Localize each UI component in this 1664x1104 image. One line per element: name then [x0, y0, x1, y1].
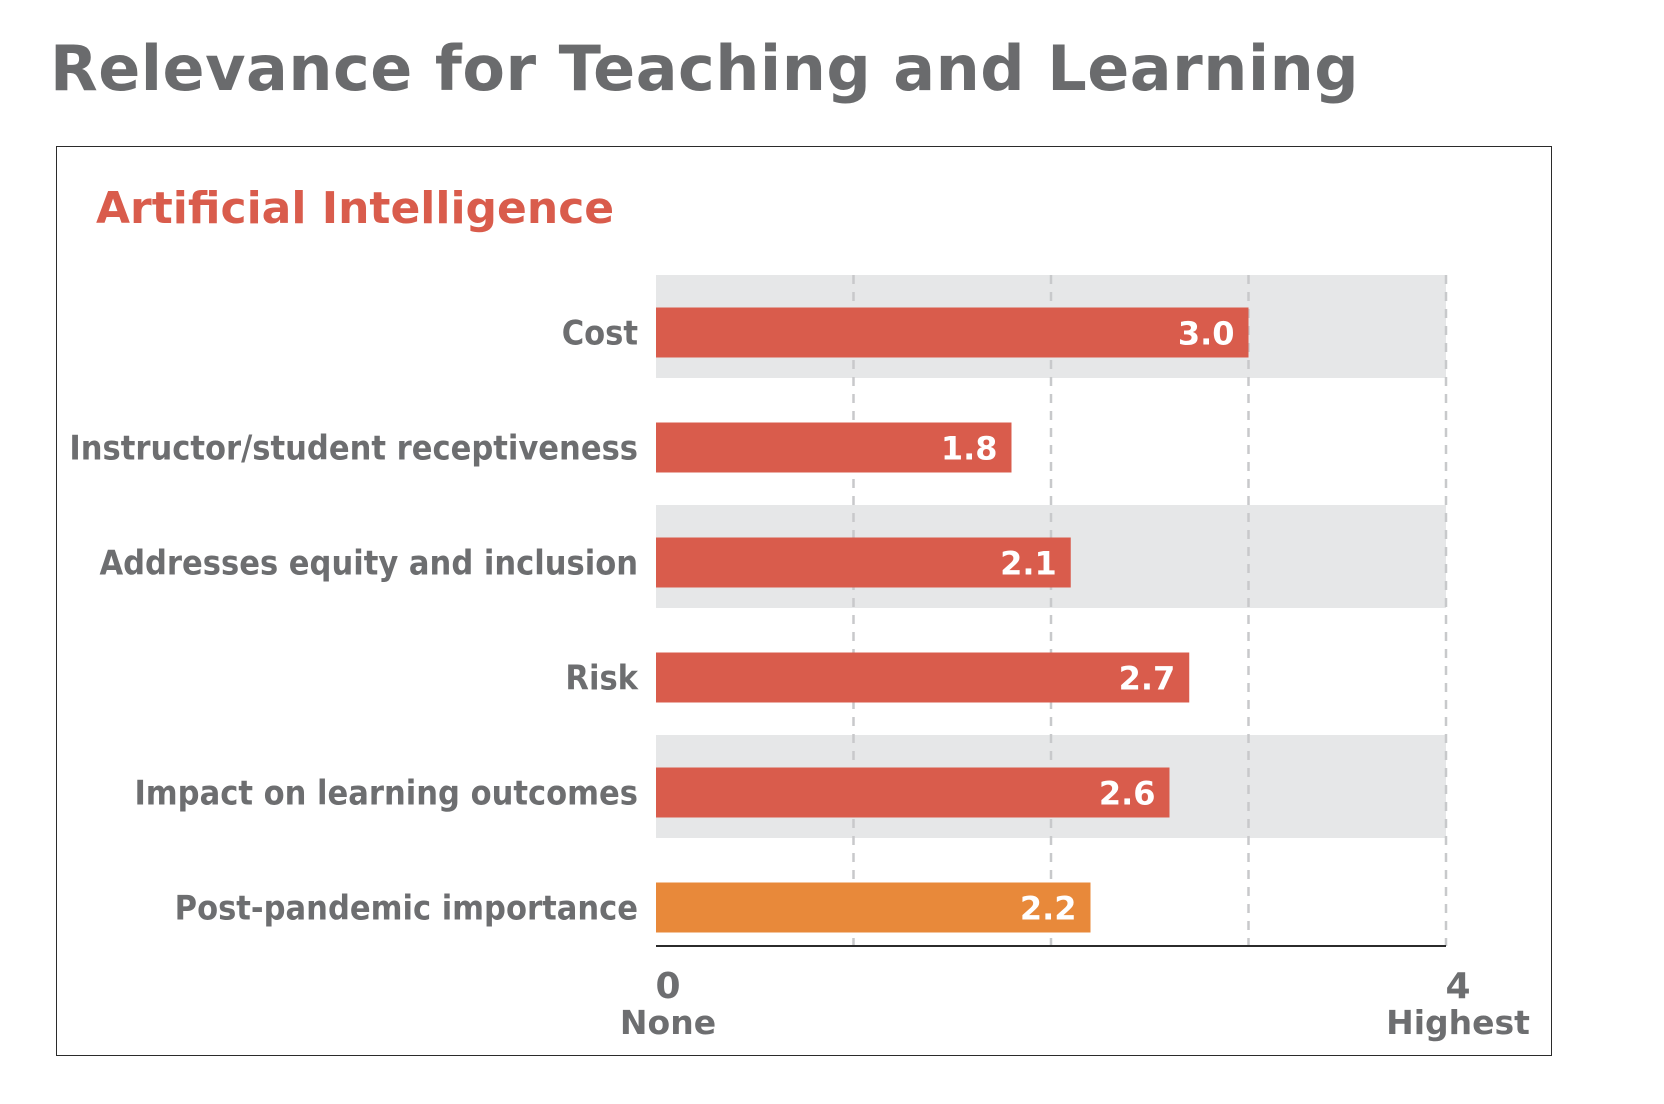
value-label: 2.2 — [1020, 890, 1077, 928]
bar — [656, 652, 1190, 703]
value-labels: 3.0 1.8 2.1 2.7 2.6 2.2 — [941, 315, 1235, 928]
category-label: Risk — [565, 659, 638, 699]
bar — [656, 537, 1071, 588]
tick-sublabel: Highest — [1386, 1003, 1530, 1042]
chart-frame — [56, 146, 1552, 1056]
tick-sublabel: None — [620, 1003, 716, 1042]
bar — [656, 767, 1170, 818]
value-label: 3.0 — [1178, 315, 1235, 353]
chart-title: Artificial Intelligence — [96, 183, 615, 234]
value-label: 2.7 — [1119, 660, 1176, 698]
category-label: Cost — [562, 314, 638, 354]
bar — [656, 882, 1091, 933]
category-label: Instructor/student receptiveness — [69, 429, 638, 469]
bar — [656, 422, 1012, 473]
page-title: Relevance for Teaching and Learning — [50, 32, 1360, 105]
value-label: 2.6 — [1099, 775, 1156, 813]
value-label: 1.8 — [941, 430, 998, 468]
category-label: Addresses equity and inclusion — [99, 544, 638, 584]
bar — [656, 307, 1249, 358]
category-labels: Cost Instructor/student receptiveness Addr… — [69, 314, 638, 929]
value-label: 2.1 — [1000, 545, 1057, 583]
category-label: Impact on learning outcomes — [134, 774, 638, 814]
category-label: Post-pandemic importance — [175, 889, 638, 929]
tick-label: 0 — [655, 966, 680, 1007]
tick-label: 4 — [1445, 966, 1470, 1007]
bars — [656, 307, 1249, 933]
